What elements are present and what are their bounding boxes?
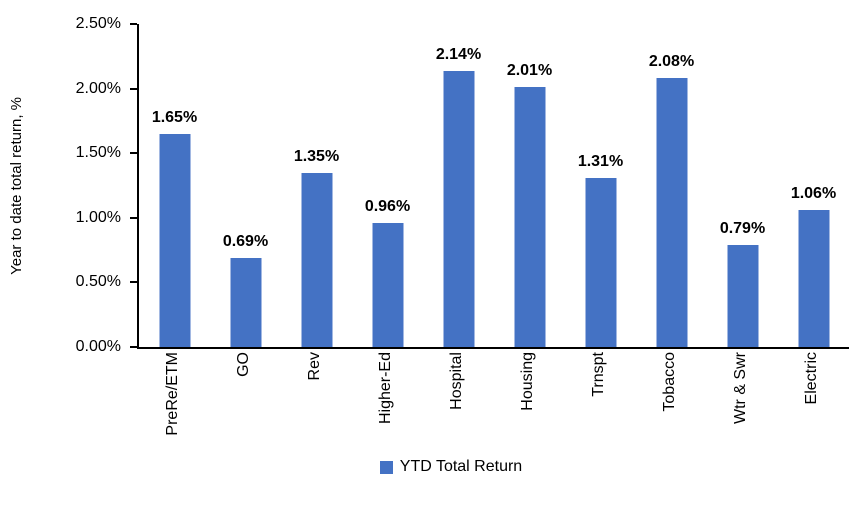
x-category-label: Hospital [421, 352, 492, 454]
y-tick-label: 2.50% [75, 15, 121, 32]
x-category-label-text: Hospital [447, 352, 465, 410]
bar [514, 87, 545, 347]
x-category-label: Wtr & Swr [705, 352, 776, 454]
bars-container: 1.65% 0.69% 1.35% 0.96% 2.14% 2.01% 1.31% 2.08%… [139, 24, 849, 347]
bar-group: 1.31% [565, 24, 636, 347]
y-tick-mark [130, 216, 137, 219]
bar [230, 257, 261, 347]
bar-group: 2.08% [636, 24, 707, 347]
x-category-label: Housing [492, 352, 563, 454]
bar-value-label: 1.06% [790, 185, 837, 203]
x-category-label: Trnspt [563, 352, 634, 454]
y-tick-mark [130, 87, 137, 90]
x-category-label: PreRe/ETM [137, 352, 208, 454]
x-category-label: Tobacco [634, 352, 705, 454]
bar-group: 0.79% [707, 24, 778, 347]
x-category-label-text: Wtr & Swr [731, 352, 749, 424]
legend-swatch-icon [379, 460, 393, 474]
legend: YTD Total Return [25, 458, 852, 476]
x-category-label-text: Trnspt [589, 352, 607, 397]
bar [798, 210, 829, 347]
x-category-label-text: GO [234, 352, 252, 377]
plot-area: 1.65% 0.69% 1.35% 0.96% 2.14% 2.01% 1.31% 2.08%… [130, 23, 849, 349]
y-tick-label: 2.00% [75, 79, 121, 97]
bar-group: 2.01% [494, 24, 565, 347]
legend-label: YTD Total Return [399, 458, 523, 475]
x-category-label: Electric [776, 352, 847, 454]
bar-group: 1.65% [139, 24, 210, 347]
bar-group: 0.96% [352, 24, 423, 347]
x-category-label-text: PreRe/ETM [163, 352, 181, 436]
bar-group: 2.14% [423, 24, 494, 347]
y-tick-mark [130, 346, 137, 348]
x-category-label-text: Rev [305, 352, 323, 381]
x-category-label: GO [208, 352, 279, 454]
x-category-label-text: Higher-Ed [376, 352, 394, 425]
x-category-label: Higher-Ed [350, 352, 421, 454]
y-tick-label: 1.50% [75, 144, 121, 162]
bar [656, 78, 687, 347]
bar-value-label: 2.08% [648, 53, 695, 71]
y-tick-mark [130, 152, 137, 155]
y-tick-label: 0.00% [75, 338, 121, 355]
bar-value-label: 1.35% [293, 147, 340, 165]
x-category-label-text: Tobacco [660, 352, 678, 412]
bar-value-label: 2.14% [435, 45, 482, 63]
y-tick-mark [130, 281, 137, 284]
bar [372, 222, 403, 347]
x-category-label-text: Housing [518, 352, 536, 411]
bar [443, 70, 474, 347]
bar-value-label: 2.01% [506, 62, 553, 80]
bar [159, 133, 190, 347]
x-category-labels: PreRe/ETM GO Rev Higher-Ed Hospital Housing Tr… [137, 352, 847, 454]
bar-value-label: 0.96% [364, 197, 411, 215]
bar-value-label: 0.69% [222, 232, 269, 250]
bar [585, 177, 616, 347]
y-tick-label: 1.00% [75, 208, 121, 226]
bar-group: 0.69% [210, 24, 281, 347]
y-tick-mark [130, 23, 137, 25]
y-tick-label: 0.50% [75, 273, 121, 291]
x-category-label-text: Electric [802, 352, 820, 405]
bar-group: 1.06% [778, 24, 849, 347]
x-category-label: Rev [279, 352, 350, 454]
bar-value-label: 1.65% [151, 108, 198, 126]
y-tick-labels: 0.00% 0.50% 1.00% 1.50% 2.00% 2.50% [0, 15, 137, 355]
bar-value-label: 1.31% [577, 152, 624, 170]
bar [727, 244, 758, 347]
bar [301, 172, 332, 347]
bar-group: 1.35% [281, 24, 352, 347]
bar-value-label: 0.79% [719, 219, 766, 237]
